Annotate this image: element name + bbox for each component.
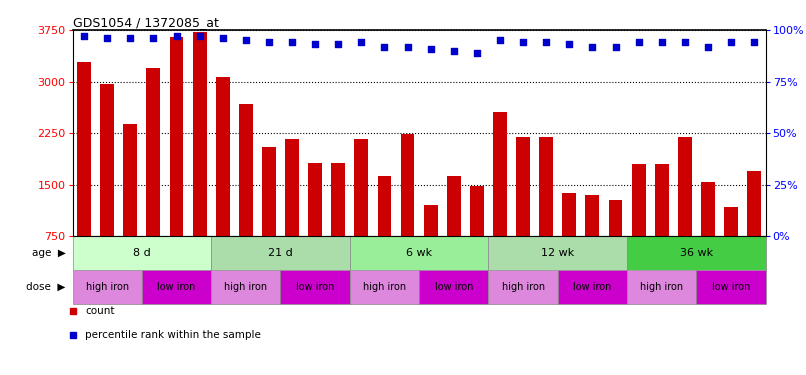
Bar [488,236,627,270]
Point [263,39,276,45]
Bar [585,195,600,236]
Bar [377,177,392,236]
Bar [724,207,738,236]
Bar [401,134,414,236]
Bar [77,62,91,236]
Point [124,35,137,41]
Text: high iron: high iron [85,282,129,292]
Point [309,42,322,48]
Text: 6 wk: 6 wk [406,248,432,258]
Bar [701,182,715,236]
Bar [627,270,696,304]
Bar [280,270,350,304]
Bar [696,270,766,304]
Bar [493,112,507,236]
Bar [211,236,350,270]
Bar [470,186,484,236]
Text: 8 d: 8 d [133,248,151,258]
Point [424,46,437,52]
Bar [147,68,160,236]
Text: count: count [85,306,114,315]
Point [701,44,714,50]
Point [170,33,183,39]
Point [655,39,668,45]
Bar [747,171,761,236]
Text: high iron: high iron [640,282,683,292]
Point [632,39,645,45]
Bar [558,270,627,304]
Point [216,35,229,41]
Bar [488,270,558,304]
Bar [350,270,419,304]
Text: percentile rank within the sample: percentile rank within the sample [85,330,261,340]
Text: age  ▶: age ▶ [31,248,65,258]
Bar [539,136,553,236]
Bar [627,236,766,270]
Bar [678,136,692,236]
Point [332,42,345,48]
Bar [563,193,576,236]
Bar [262,147,276,236]
Text: high iron: high iron [224,282,268,292]
Bar [447,177,461,236]
Bar [73,236,211,270]
Text: 36 wk: 36 wk [679,248,713,258]
Bar [211,270,280,304]
Text: 21 d: 21 d [268,248,293,258]
Text: GDS1054 / 1372085_at: GDS1054 / 1372085_at [73,16,218,29]
Point [239,38,252,44]
Bar [285,140,299,236]
Point [517,39,530,45]
Bar [73,270,142,304]
Point [725,39,737,45]
Text: low iron: low iron [573,282,612,292]
Point [378,44,391,50]
Point [401,44,414,50]
Bar [169,37,184,236]
Bar [123,124,137,236]
Point [285,39,298,45]
Text: low iron: low iron [157,282,196,292]
Text: high iron: high iron [501,282,545,292]
Bar [609,200,622,236]
Bar [654,164,669,236]
Point [748,39,761,45]
Bar [331,163,345,236]
Point [101,35,114,41]
Text: dose  ▶: dose ▶ [27,282,65,292]
Point [77,33,90,39]
Bar [516,136,530,236]
Text: 12 wk: 12 wk [541,248,575,258]
Text: high iron: high iron [363,282,406,292]
Bar [355,139,368,236]
Point [493,38,506,44]
Point [540,39,553,45]
Text: low iron: low iron [296,282,334,292]
Point [563,42,575,48]
Point [679,39,692,45]
Bar [216,78,230,236]
Bar [350,236,488,270]
Text: low iron: low iron [712,282,750,292]
Bar [424,206,438,236]
Point [609,44,622,50]
Point [355,39,368,45]
Bar [193,32,206,236]
Point [193,33,206,39]
Bar [308,163,322,236]
Bar [632,164,646,236]
Bar [142,270,211,304]
Point [147,35,160,41]
Bar [419,270,488,304]
Point [447,48,460,54]
Bar [100,84,114,236]
Point [471,50,484,56]
Text: low iron: low iron [434,282,473,292]
Point [586,44,599,50]
Bar [239,104,253,236]
